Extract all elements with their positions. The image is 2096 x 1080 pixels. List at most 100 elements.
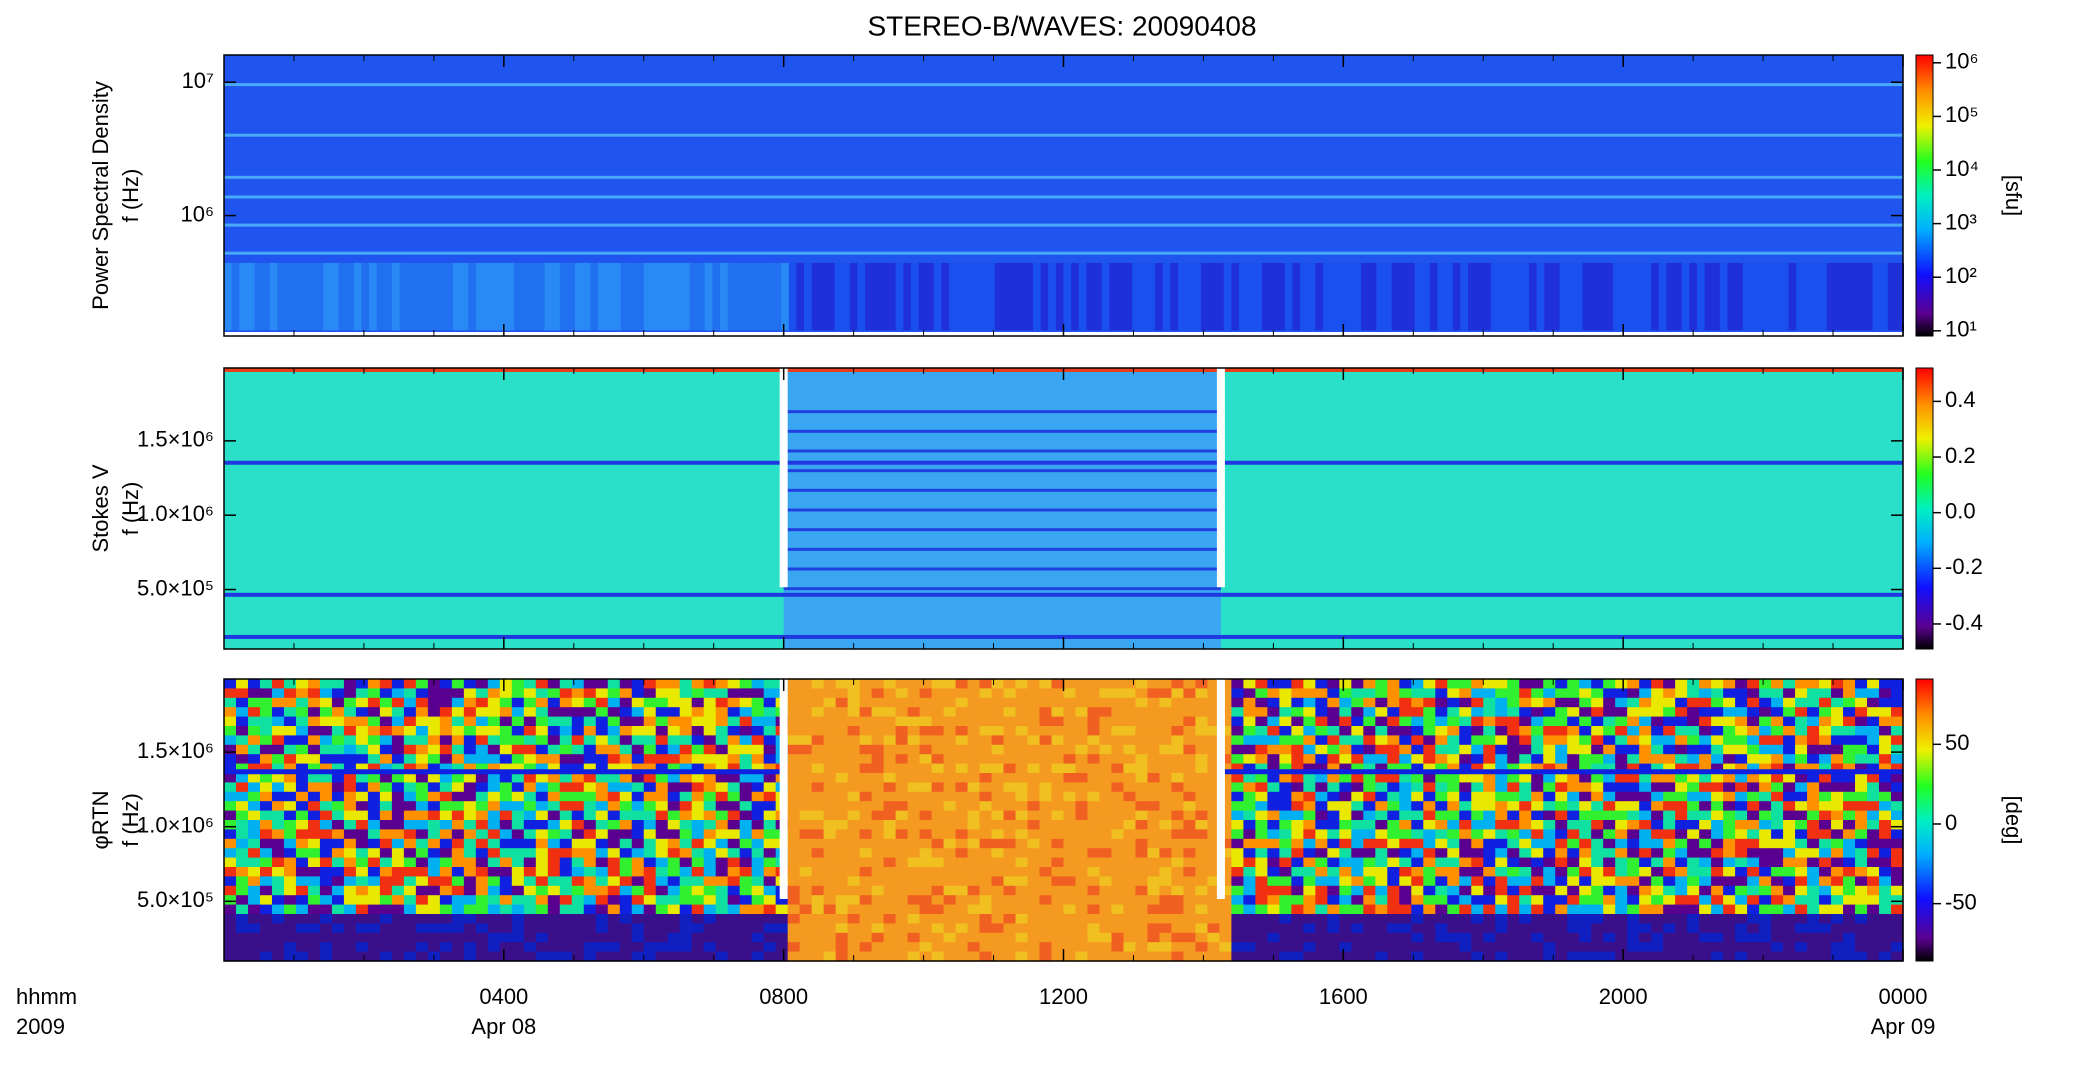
texture (1723, 697, 1736, 708)
texture (595, 885, 609, 896)
texture (247, 801, 261, 812)
texture (1855, 810, 1868, 821)
texture (1195, 838, 1209, 849)
texture (643, 707, 657, 718)
texture (391, 829, 405, 840)
texture (1208, 262, 1218, 331)
texture (307, 857, 321, 868)
texture (751, 876, 765, 887)
texture (1471, 744, 1484, 755)
texture (1555, 688, 1568, 699)
texture (1615, 867, 1628, 877)
texture (1123, 735, 1137, 746)
texture (1483, 763, 1496, 774)
texture (224, 707, 237, 718)
texture (427, 885, 441, 896)
texture (1363, 895, 1376, 906)
texture (571, 895, 585, 906)
texture (1219, 951, 1232, 962)
texture (414, 262, 424, 331)
texture (1363, 820, 1376, 830)
texture (487, 726, 501, 736)
texture (1735, 791, 1748, 802)
spectrogram (224, 55, 1904, 336)
texture (499, 951, 513, 962)
texture (1387, 923, 1400, 934)
texture (1447, 895, 1460, 906)
texture (871, 707, 885, 718)
texture (750, 262, 760, 331)
texture (835, 688, 849, 699)
texture (1711, 744, 1724, 755)
texture (1603, 716, 1616, 727)
texture (779, 679, 788, 899)
texture (451, 782, 465, 793)
texture (307, 262, 317, 331)
texture (739, 914, 753, 924)
texture (1675, 791, 1688, 802)
texture (799, 735, 813, 746)
texture (1591, 773, 1604, 783)
texture (751, 829, 765, 840)
texture (1663, 942, 1676, 953)
texture (547, 716, 561, 727)
texture (607, 697, 621, 708)
texture (715, 885, 729, 896)
texture (655, 744, 669, 755)
texture (1327, 754, 1340, 765)
texture (355, 735, 369, 746)
texture (1471, 932, 1484, 943)
texture (787, 838, 801, 849)
texture (535, 744, 549, 755)
texture (1423, 867, 1436, 877)
texture (499, 820, 513, 830)
texture (271, 914, 285, 924)
texture (319, 726, 333, 736)
texture (427, 716, 441, 727)
texture (1267, 838, 1280, 849)
texture (427, 791, 441, 802)
texture (1387, 726, 1400, 736)
texture (931, 707, 945, 718)
texture (1639, 848, 1652, 859)
texture (1027, 697, 1041, 708)
texture (224, 867, 237, 877)
texture (643, 942, 657, 953)
texture (1171, 763, 1185, 774)
texture (1507, 848, 1520, 859)
texture (487, 679, 501, 689)
texture (1699, 848, 1712, 859)
texture (859, 914, 873, 924)
texture (1327, 707, 1340, 718)
texture (1831, 951, 1844, 962)
texture (1267, 885, 1280, 896)
texture (871, 820, 885, 830)
texture (319, 857, 333, 868)
texture (295, 932, 309, 943)
texture (1447, 688, 1460, 699)
texture (1399, 848, 1412, 859)
texture (655, 679, 669, 689)
texture (1435, 895, 1448, 906)
texture (224, 251, 1903, 255)
texture (1399, 801, 1412, 812)
texture (1255, 679, 1268, 689)
texture (1207, 707, 1221, 718)
texture (1651, 697, 1664, 708)
texture (955, 726, 969, 736)
colorbar-tick-label: -50 (1945, 889, 1977, 914)
texture (1471, 914, 1484, 924)
texture (1435, 735, 1448, 746)
y-tick-label: 5.0×10⁵ (137, 887, 214, 912)
texture (475, 735, 489, 746)
texture (1003, 838, 1017, 849)
texture (1303, 791, 1316, 802)
texture (739, 820, 753, 830)
texture (979, 744, 993, 755)
texture (1435, 932, 1448, 943)
texture (523, 801, 537, 812)
texture (1615, 914, 1628, 924)
texture (535, 735, 549, 746)
texture (679, 923, 693, 934)
texture (367, 679, 381, 689)
